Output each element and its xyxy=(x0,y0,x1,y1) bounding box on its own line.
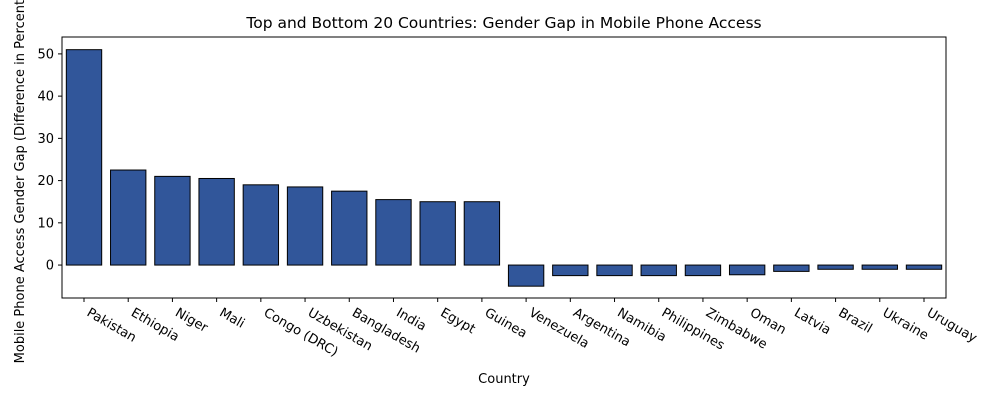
x-tick-label: Egypt xyxy=(438,305,478,337)
bar-argentina xyxy=(552,264,589,277)
y-tick-label: 0 xyxy=(46,259,54,274)
y-tick-label: 20 xyxy=(37,174,54,189)
bar-guinea xyxy=(463,201,501,266)
bar-uruguay xyxy=(905,264,943,270)
x-tick-label: Uruguay xyxy=(924,305,980,346)
bar-venezuela xyxy=(507,264,545,287)
bar-ukraine xyxy=(861,264,898,270)
x-axis-label: Country xyxy=(478,372,530,387)
bar-namibia xyxy=(596,264,633,277)
bar-oman xyxy=(728,264,766,276)
x-tick-label: Ethiopia xyxy=(128,305,181,344)
bar-latvia xyxy=(773,264,810,272)
y-tick-label: 50 xyxy=(37,47,54,62)
bar-zimbabwe xyxy=(684,264,722,277)
x-tick-label: Mali xyxy=(217,305,247,331)
bar-egypt xyxy=(419,201,456,266)
x-tick-label: Latvia xyxy=(791,305,833,338)
x-tick-label: Ukraine xyxy=(880,305,931,343)
bar-ethiopia xyxy=(110,169,147,266)
bar-congo-drc xyxy=(242,184,280,266)
x-tick-label: Brazil xyxy=(836,305,875,336)
y-tick-label: 30 xyxy=(37,132,54,147)
x-tick-label: Pakistan xyxy=(84,305,139,345)
bar-bangladesh xyxy=(331,190,368,266)
bar-india xyxy=(375,199,412,266)
bar-philippines xyxy=(640,264,677,277)
bar-niger xyxy=(154,175,191,266)
bars-group xyxy=(65,49,943,287)
bar-uzbekistan xyxy=(286,186,324,266)
bar-mali xyxy=(198,177,235,266)
bar-pakistan xyxy=(65,49,103,266)
bar-brazil xyxy=(817,264,854,270)
y-axis: 0 10 20 30 40 50 xyxy=(37,47,62,274)
chart-title: Top and Bottom 20 Countries: Gender Gap … xyxy=(245,14,761,32)
y-axis-label: Mobile Phone Access Gender Gap (Differen… xyxy=(13,0,28,363)
y-tick-label: 10 xyxy=(37,216,54,231)
plot-frame xyxy=(61,36,947,299)
x-tick-label: Guinea xyxy=(482,305,529,341)
y-tick-label: 40 xyxy=(37,90,54,105)
